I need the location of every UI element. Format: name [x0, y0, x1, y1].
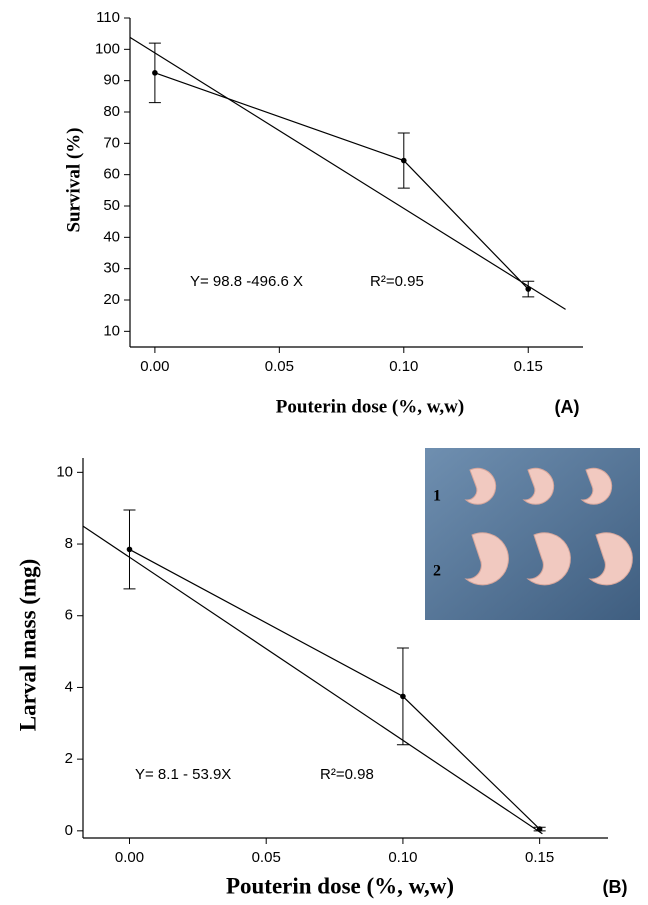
y-axis-title: Larval mass (mg) [15, 559, 40, 731]
annotation: R²=0.95 [370, 273, 424, 290]
y-tick-label: 20 [103, 291, 120, 308]
y-tick-label: 6 [65, 607, 73, 624]
annotation: Y= 98.8 -496.6 X [190, 273, 303, 290]
y-tick-label: 10 [103, 322, 120, 339]
y-tick-label: 2 [65, 750, 73, 767]
data-point [400, 157, 407, 164]
data-point [525, 286, 532, 292]
y-tick-label: 10 [56, 463, 73, 480]
x-tick-label: 0.15 [525, 849, 554, 866]
x-tick-label: 0.05 [252, 849, 281, 866]
x-axis-title: Pouterin dose (%, w,w) [226, 873, 454, 898]
y-tick-label: 8 [65, 535, 73, 552]
data-point [400, 693, 406, 700]
x-axis-title: Pouterin dose (%, w,w) [276, 396, 464, 417]
y-tick-label: 90 [103, 72, 120, 89]
inset-label: 2 [433, 563, 441, 580]
y-tick-label: 100 [95, 40, 120, 57]
panel-label: (A) [555, 397, 580, 417]
y-tick-label: 30 [103, 260, 120, 277]
y-tick-label: 70 [103, 134, 120, 151]
y-axis-title: Survival (%) [63, 127, 84, 232]
x-tick-label: 0.05 [265, 358, 294, 375]
data-point [126, 546, 133, 553]
data-point [152, 70, 158, 76]
y-tick-label: 40 [103, 228, 120, 245]
fit-line [82, 525, 543, 835]
data-line [154, 72, 529, 290]
data-point [536, 826, 543, 832]
x-tick-label: 0.15 [514, 358, 543, 375]
y-tick-label: 110 [96, 9, 120, 26]
y-tick-label: 60 [103, 166, 120, 183]
x-tick-label: 0.10 [389, 358, 418, 375]
fit-line [129, 36, 566, 310]
y-tick-label: 50 [103, 197, 120, 214]
annotation: R²=0.98 [320, 766, 374, 783]
x-tick-label: 0.00 [115, 849, 144, 866]
inset-label: 1 [433, 488, 441, 505]
y-tick-label: 0 [65, 822, 73, 839]
inset-photo [425, 448, 640, 620]
y-tick-label: 4 [65, 678, 73, 695]
x-tick-label: 0.10 [388, 849, 417, 866]
annotation: Y= 8.1 - 53.9X [135, 766, 231, 783]
y-tick-label: 80 [103, 103, 120, 120]
x-tick-label: 0.00 [140, 358, 169, 375]
panel-label: (B) [603, 877, 628, 897]
